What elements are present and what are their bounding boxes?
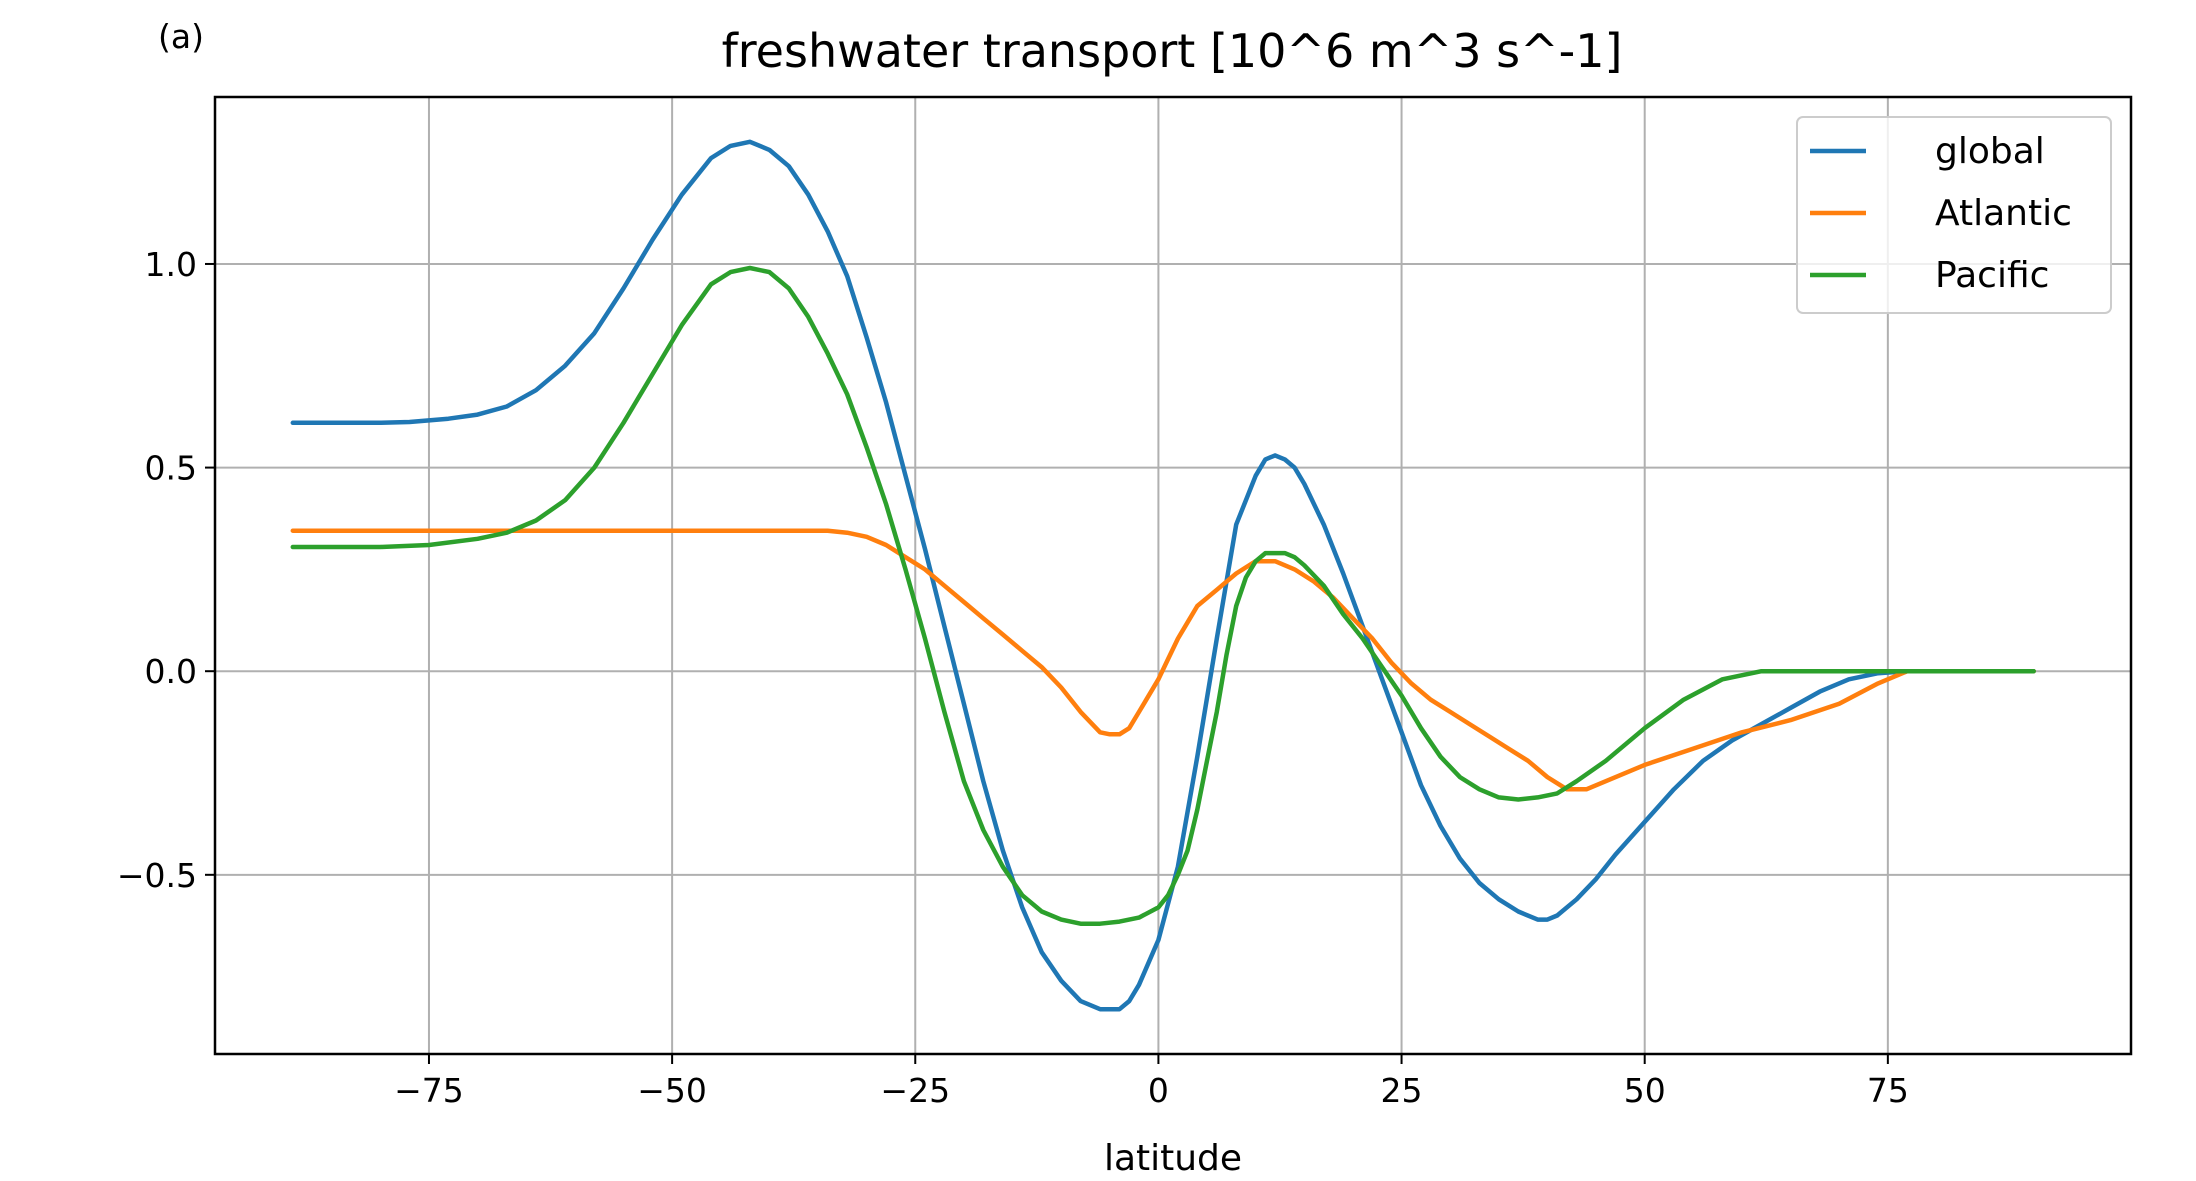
x-tick-label: 75	[1867, 1071, 1909, 1110]
y-tick-label: 1.0	[145, 245, 197, 284]
y-tick-label: 0.0	[145, 652, 197, 691]
legend: global Atlantic Pacific	[1796, 116, 2112, 314]
chart-title: freshwater transport [10^6 m^3 s^-1]	[722, 24, 1623, 78]
panel-label: (a)	[158, 17, 204, 56]
series-lines	[290, 139, 2036, 1012]
x-tick-label: −75	[394, 1071, 464, 1110]
x-tick-label: −50	[637, 1071, 707, 1110]
legend-label-global: global	[1935, 131, 2045, 172]
plot-frame	[213, 95, 2133, 1056]
x-tick-label: −25	[880, 1071, 950, 1110]
axis-ticks: −75 −50 −25 0 25 50 75 −0.5 0.0 0.5 1.0	[117, 245, 1909, 1110]
legend-label-atlantic: Atlantic	[1935, 193, 2072, 234]
x-axis-label: latitude	[1104, 1138, 1242, 1179]
legend-box	[1796, 116, 2112, 314]
x-tick-label: 50	[1624, 1071, 1666, 1110]
series-line-global	[290, 139, 2036, 1012]
x-tick-label: 0	[1148, 1071, 1169, 1110]
series-line-pacific	[290, 265, 2036, 926]
series-line-atlantic	[290, 528, 2036, 792]
x-tick-label: 25	[1381, 1071, 1423, 1110]
y-tick-label: 0.5	[145, 449, 197, 488]
y-tick-label: −0.5	[117, 856, 197, 895]
legend-label-pacific: Pacific	[1935, 255, 2049, 296]
